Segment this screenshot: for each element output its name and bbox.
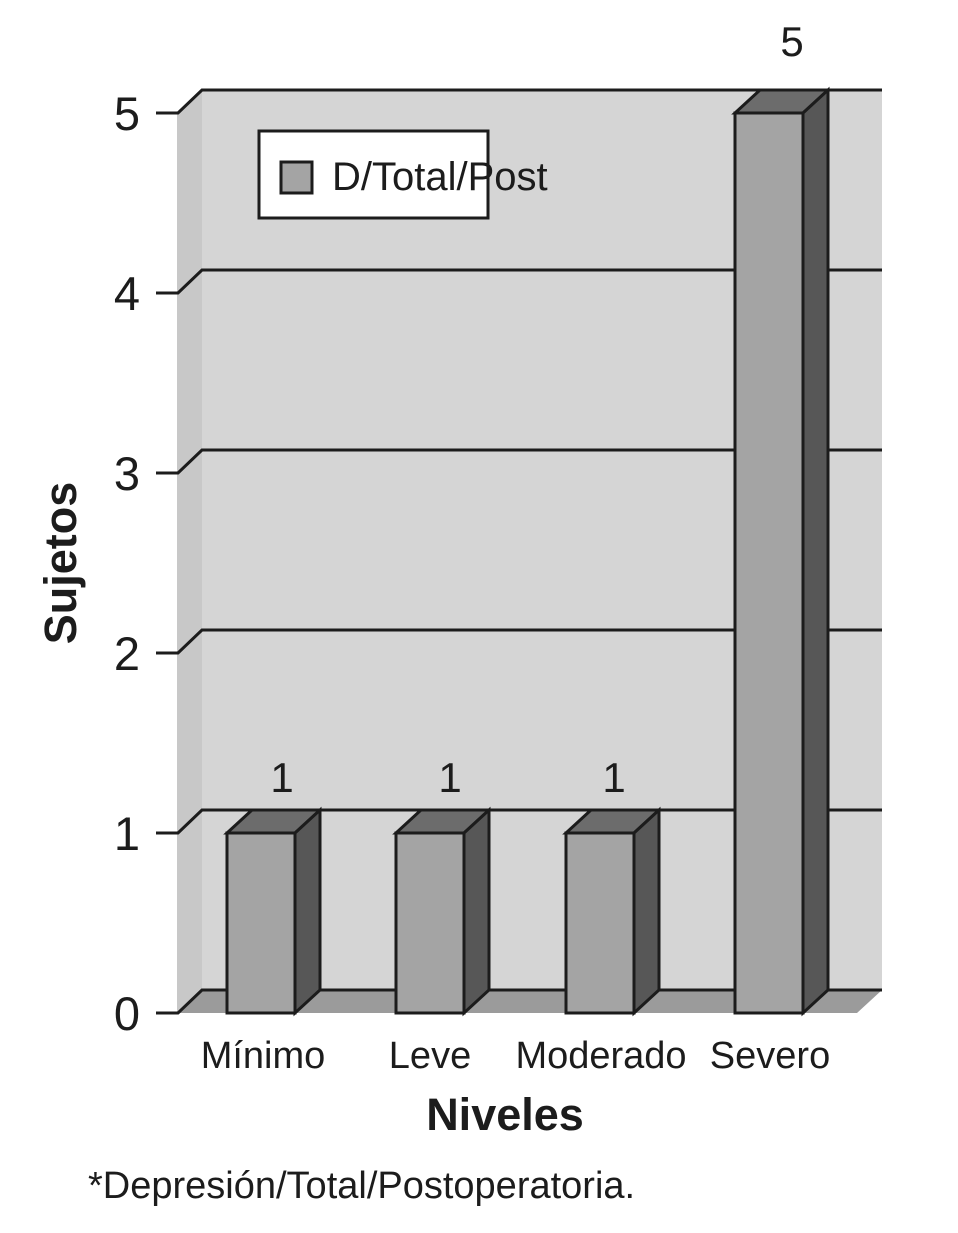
bar-severo-side: [801, 86, 830, 1017]
plot-left-wall: [177, 90, 202, 1013]
bar-moderado: [562, 806, 663, 1017]
gridline-5: [156, 88, 882, 115]
x-tick-label-moderado: Moderado: [515, 1035, 686, 1077]
y-tick-label-5: 5: [114, 87, 140, 140]
legend-series-label: D/Total/Post: [332, 155, 548, 199]
plot-floor: [177, 990, 882, 1013]
legend-swatch: [279, 160, 314, 195]
footnote: *Depresión/Total/Postoperatoria.: [88, 1165, 635, 1207]
y-tick-label-0: 0: [114, 987, 140, 1040]
bar-leve-front: [394, 831, 466, 1015]
data-label-moderado: 1: [602, 754, 625, 801]
bar-moderado-front: [564, 831, 636, 1015]
bar-moderado-side: [632, 806, 661, 1017]
bar-minimo-front: [225, 831, 297, 1015]
gridline-4: [156, 268, 882, 295]
bar-minimo: [223, 806, 324, 1017]
bar-severo: [731, 86, 832, 1017]
x-axis-title: Niveles: [426, 1089, 584, 1140]
x-tick-label-minimo: Mínimo: [201, 1035, 326, 1077]
y-tick-label-4: 4: [114, 267, 140, 320]
x-tick-label-severo: Severo: [710, 1035, 830, 1077]
gridline-1: [156, 808, 882, 835]
data-label-severo: 5: [780, 18, 803, 65]
bar-leve: [392, 806, 493, 1017]
bar-severo-front: [733, 111, 805, 1015]
legend: D/Total/Post: [257, 129, 548, 220]
gridline-0-baseline: [156, 988, 882, 1015]
data-label-leve: 1: [438, 754, 461, 801]
y-tick-label-1: 1: [114, 807, 140, 860]
y-tick-label-3: 3: [114, 447, 140, 500]
bar-minimo-side: [293, 806, 322, 1017]
y-axis-title: Sujetos: [35, 482, 86, 645]
x-tick-label-leve: Leve: [389, 1035, 471, 1077]
y-tick-label-2: 2: [114, 627, 140, 680]
gridline-3: [156, 448, 882, 475]
gridline-2: [156, 628, 882, 655]
data-label-minimo: 1: [270, 754, 293, 801]
bar-leve-side: [462, 806, 491, 1017]
